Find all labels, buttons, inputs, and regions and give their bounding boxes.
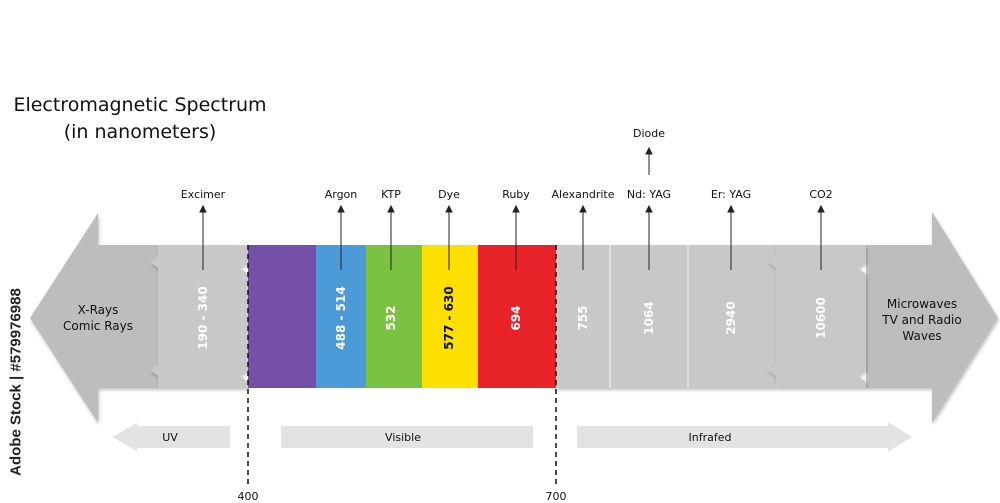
segment-ir-base (556, 245, 776, 388)
segment-co2 (768, 245, 866, 388)
right-arrow-shape (866, 212, 998, 423)
boundary-400-label: 400 (238, 490, 259, 503)
segment-dye (422, 245, 478, 388)
eryag-arrowhead (727, 204, 735, 213)
laser-label-ndyag: Nd: YAG (627, 188, 671, 201)
laser-label-ruby: Ruby (502, 188, 530, 201)
visible-region-label: Visible (385, 431, 421, 444)
ktp-arrowhead (387, 204, 395, 213)
wavelength-ktp: 532 (384, 305, 398, 330)
infrared-region-label: Infrafed (689, 431, 732, 444)
boundary-700-label: 700 (546, 490, 567, 503)
co2-arrowhead (817, 204, 825, 213)
wavelength-ndyag: 1064 (642, 301, 656, 334)
excimer-arrowhead (199, 204, 207, 213)
wavelength-ruby: 694 (509, 305, 523, 330)
laser-label-excimer: Excimer (181, 188, 226, 201)
uv-region-label: UV (162, 431, 178, 444)
wavelength-alexandrite: 755 (576, 305, 590, 330)
wavelength-argon: 488 - 514 (334, 286, 348, 349)
right-arrow-line-1: Microwaves (887, 297, 957, 311)
segment-ruby (478, 245, 556, 388)
laser-label-ktp: KTP (381, 188, 401, 201)
segment-excimer (150, 245, 248, 388)
uv-region-arrow (112, 423, 230, 451)
left-arrow-line-1: X-Rays (78, 303, 119, 317)
title-line-1: Electromagnetic Spectrum (13, 94, 267, 116)
watermark-text: Adobe Stock | #579976988 (7, 288, 25, 476)
page-title: Electromagnetic Spectrum (in nanometers) (0, 92, 280, 146)
laser-label-eryag: Er: YAG (711, 188, 751, 201)
left-arrow-line-2: Comic Rays (63, 319, 133, 333)
laser-label-argon: Argon (325, 188, 358, 201)
wavelength-dye: 577 - 630 (442, 286, 456, 349)
visible-region-bar (281, 426, 533, 448)
laser-label-dye: Dye (438, 188, 460, 201)
title-line-2: (in nanometers) (63, 121, 217, 143)
argon-arrowhead (337, 204, 345, 213)
ndyag-arrowhead (645, 204, 653, 213)
right-arrow-line-3: Waves (902, 329, 941, 343)
segment-ktp (366, 245, 422, 388)
laser-label-alexandrite: Alexandrite (551, 188, 614, 201)
left-arrow-shape (30, 213, 158, 423)
ruby-arrowhead (512, 204, 520, 213)
diode-arrowhead (645, 146, 653, 155)
watermark: Adobe Stock | #579976988 (6, 262, 26, 502)
wavelength-co2: 10600 (814, 297, 828, 339)
right-arrow-line-2: TV and Radio (881, 313, 961, 327)
wavelength-eryag: 2940 (724, 301, 738, 334)
laser-label-diode: Diode (633, 127, 665, 140)
infrared-region-arrow (577, 422, 912, 452)
dye-arrowhead (445, 204, 453, 213)
wavelength-excimer: 190 - 340 (196, 286, 210, 349)
laser-label-co2: CO2 (809, 188, 832, 201)
alexandrite-arrowhead (579, 204, 587, 213)
segment-violet (248, 245, 316, 388)
